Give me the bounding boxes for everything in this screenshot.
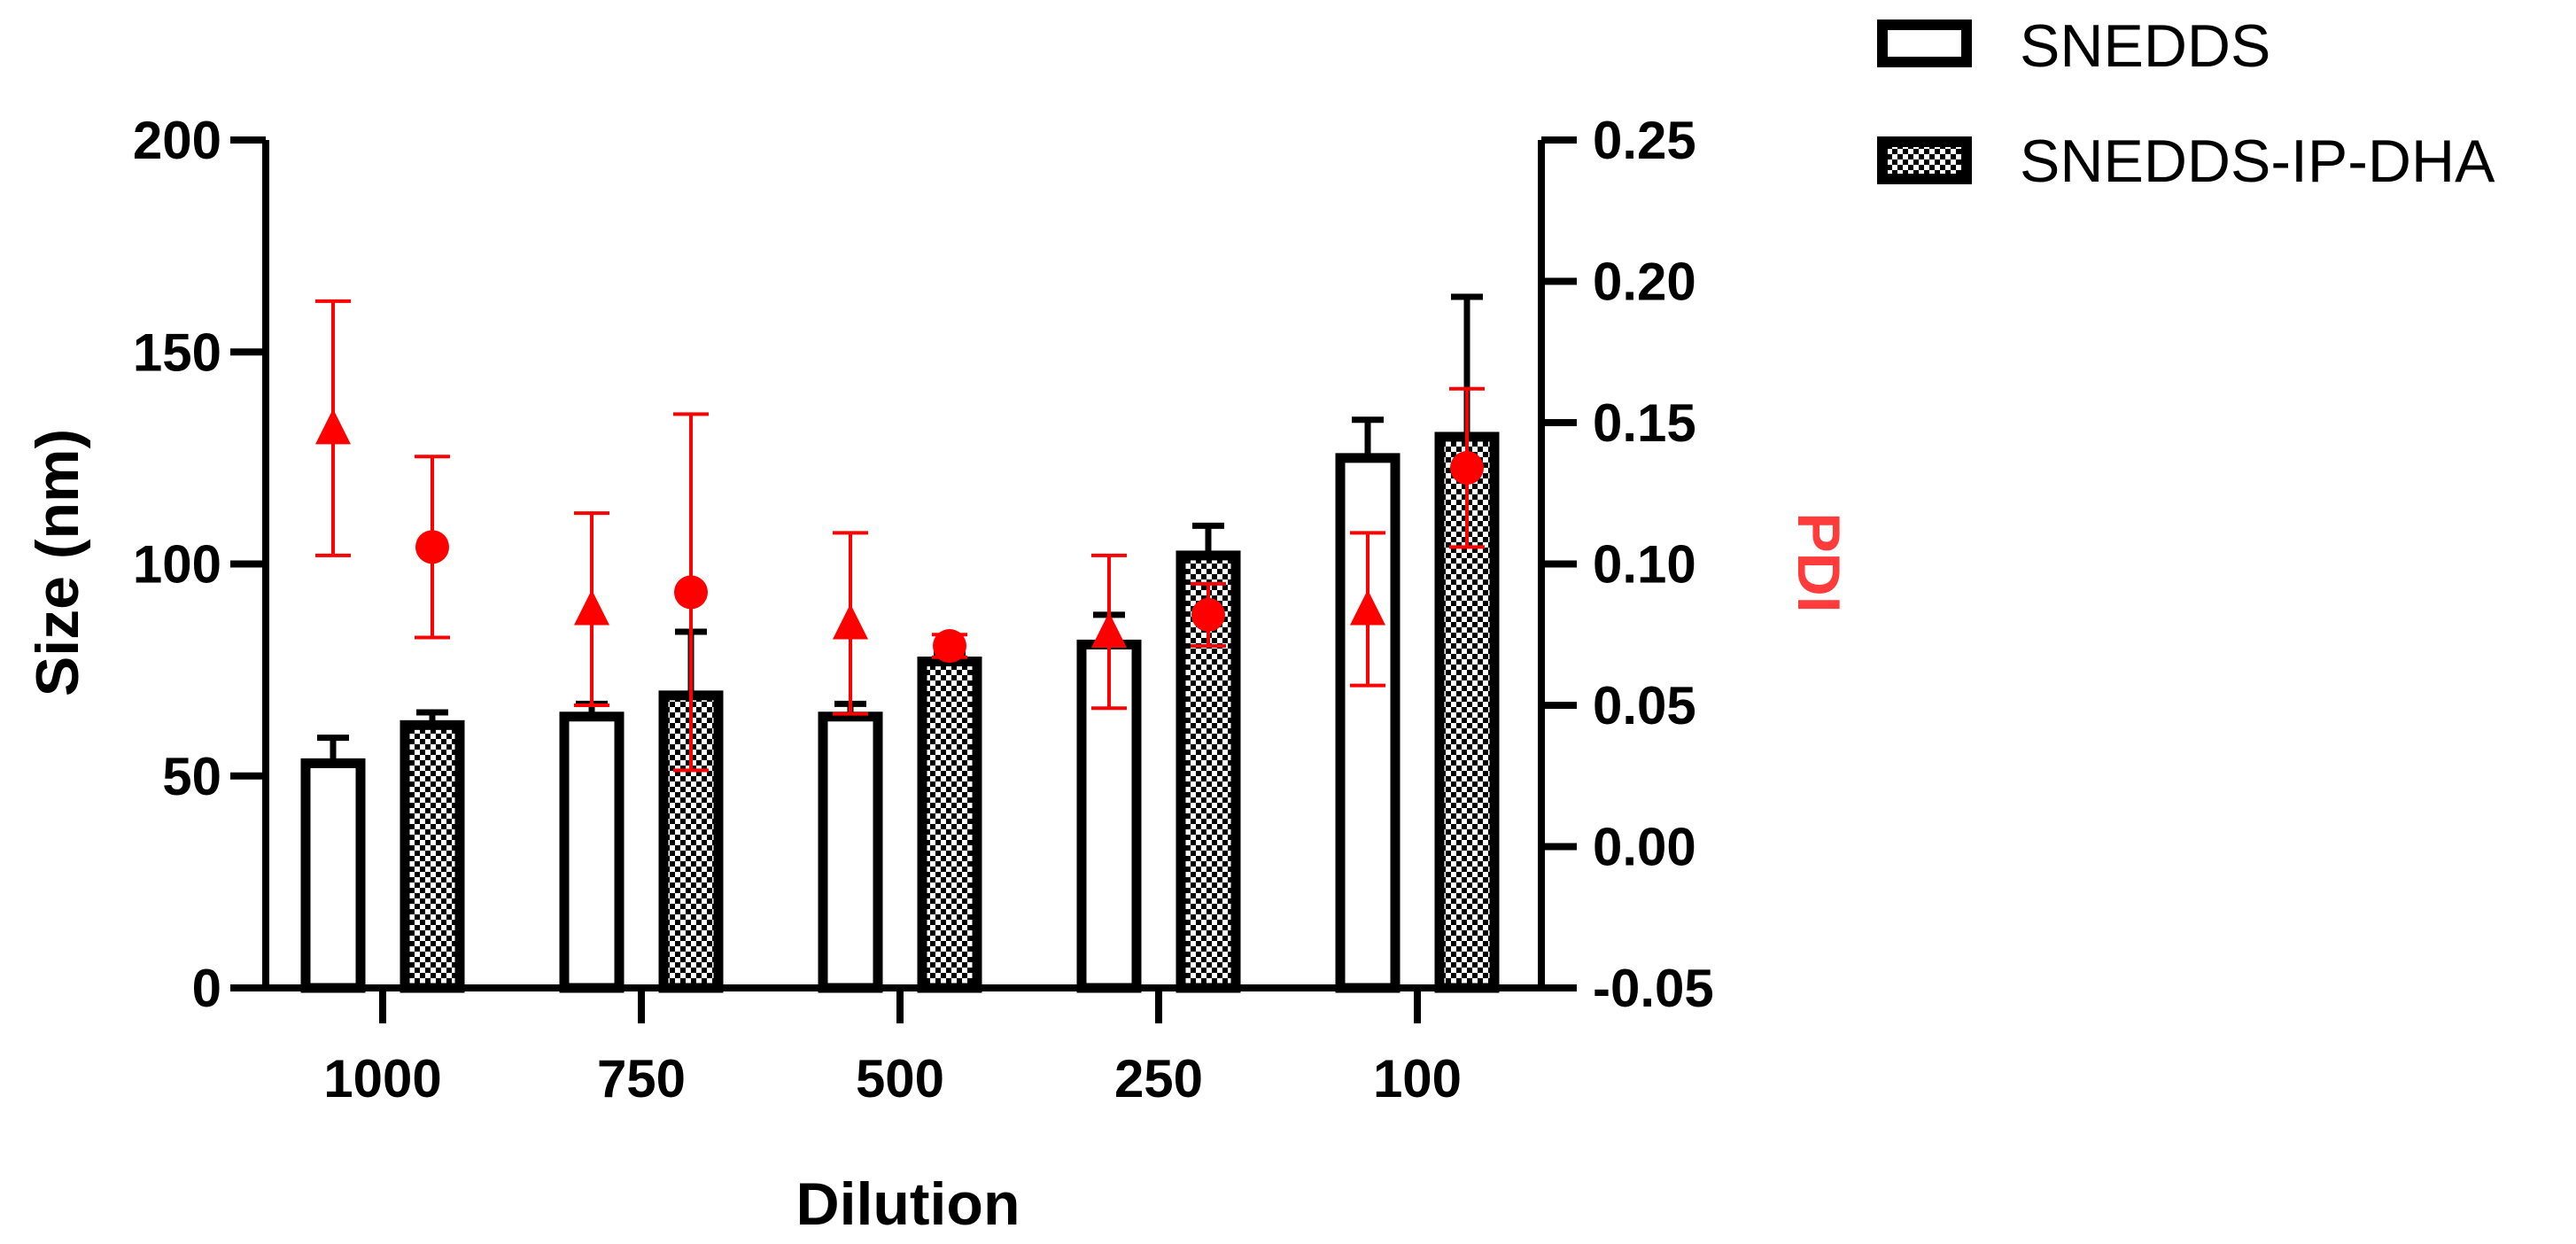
bar-snedds-ip-dha-500: [917, 657, 982, 993]
pdi-marker-circle-500: [933, 629, 966, 664]
pdi-marker-triangle-250: [1091, 612, 1127, 649]
bar-snedds-500: [818, 711, 883, 993]
pdi-marker-circle-750: [674, 575, 708, 610]
y-axis-title: Size (nm): [24, 429, 91, 696]
bars-layer: [300, 432, 1500, 993]
y2-axis-title: PDI: [1785, 512, 1852, 612]
y2-tick-label-3: 0.10: [1593, 535, 1696, 595]
pdi-marker-circle-100: [1450, 451, 1484, 486]
x-tick-label-100: 100: [1373, 1049, 1462, 1108]
y2-tick-label-1: 0.00: [1593, 818, 1696, 877]
pdi-marker-triangle-100: [1350, 589, 1385, 626]
legend-swatch-snedds-ip-dha: [1877, 136, 1972, 184]
y2-tick-label-0: -0.05: [1593, 959, 1714, 1018]
x-tick-label-750: 750: [597, 1049, 686, 1108]
pdi-marker-circle-1000: [415, 530, 449, 564]
pdi-marker-triangle-1000: [315, 408, 351, 445]
bar-snedds-750: [559, 711, 625, 993]
y2-tick-label-5: 0.20: [1593, 253, 1696, 312]
y-tick-label-3: 150: [133, 323, 221, 382]
y-tick-label-2: 100: [133, 535, 221, 595]
pdi-marker-circle-250: [1191, 597, 1225, 632]
bar-snedds-1000: [300, 758, 366, 993]
y2-tick-label-6: 0.25: [1593, 111, 1696, 170]
y-tick-label-4: 200: [133, 111, 221, 170]
pdi-marker-triangle-750: [574, 589, 609, 626]
x-tick-label-250: 250: [1114, 1049, 1203, 1108]
legend-label-snedds-ip-dha: SNEDDS-IP-DHA: [2020, 128, 2495, 195]
y-tick-label-0: 0: [192, 959, 221, 1018]
axis-titles: Dilution Size (nm) PDI: [24, 429, 1852, 1238]
x-tick-label-500: 500: [856, 1049, 944, 1108]
y2-tick-label-4: 0.15: [1593, 393, 1696, 453]
bar-snedds-ip-dha-1000: [400, 719, 465, 993]
legend-swatch-snedds: [1877, 19, 1972, 67]
pdi-marker-triangle-500: [833, 603, 868, 640]
y-tick-label-1: 50: [162, 747, 221, 806]
x-axis-title: Dilution: [795, 1170, 1020, 1238]
bar-snedds-ip-dha-250: [1175, 550, 1241, 993]
pdi-layer: [315, 299, 1485, 773]
axes-layer: 0 50 100 150 200 -0.05 0.00 0.05 0.10 0.15 0.20 0.2…: [133, 111, 1714, 1108]
y2-tick-label-2: 0.05: [1593, 676, 1696, 735]
bar-errors-layer: [317, 293, 1483, 764]
legend-label-snedds: SNEDDS: [2020, 12, 2270, 80]
x-tick-label-1000: 1000: [323, 1049, 441, 1108]
legend: SNEDDS SNEDDS-IP-DHA: [1877, 12, 2495, 195]
